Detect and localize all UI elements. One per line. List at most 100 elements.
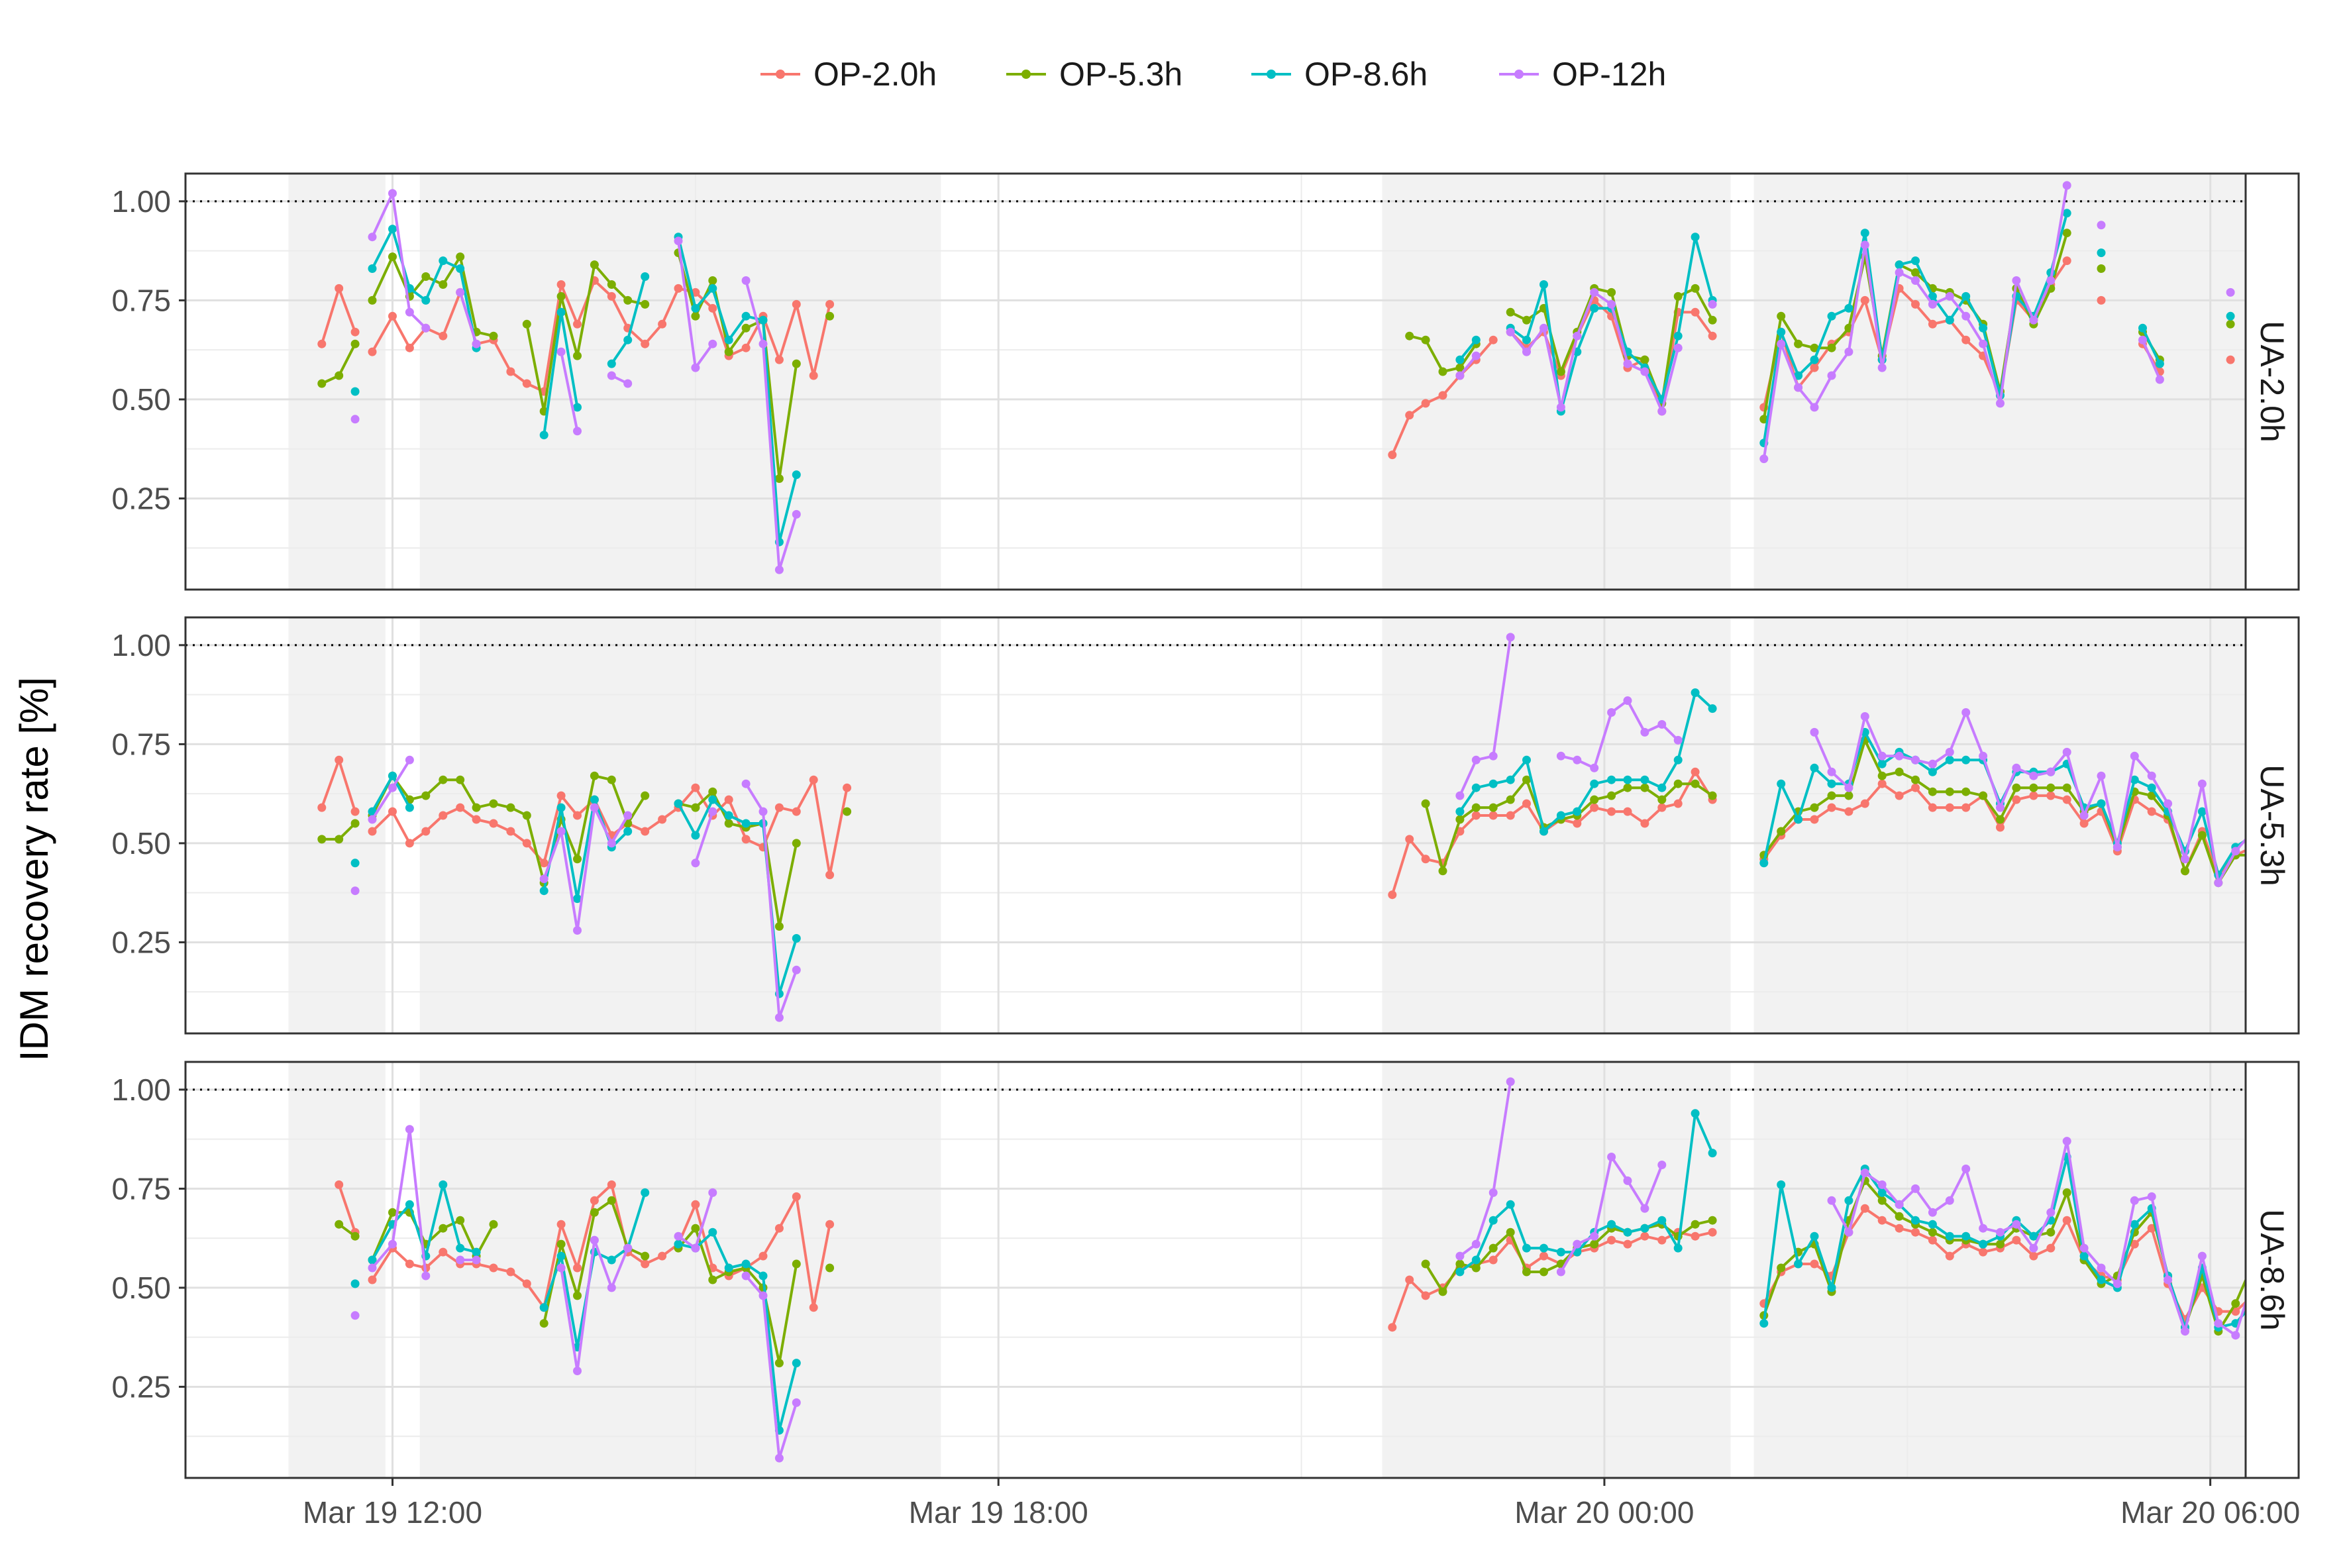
data-point [758, 339, 768, 348]
data-point [456, 775, 465, 784]
legend-label: OP-8.6h [1304, 56, 1428, 93]
data-point [1607, 708, 1616, 717]
data-point [439, 775, 448, 784]
data-point [1522, 347, 1531, 356]
data-point [1877, 759, 1887, 768]
data-point [1911, 783, 1920, 792]
legend-item-op-2-0h: OP-2.0h [760, 56, 937, 93]
series-line [1459, 691, 1714, 833]
data-point [1556, 1247, 1565, 1257]
data-point [607, 291, 616, 301]
data-point [1388, 450, 1397, 460]
data-point [522, 1279, 531, 1288]
data-point [2197, 831, 2207, 840]
shaded-period [288, 617, 386, 1033]
data-point [1438, 367, 1447, 376]
data-point [758, 315, 768, 325]
data-point [1810, 727, 1819, 737]
data-point [724, 811, 733, 820]
data-point [1506, 1200, 1515, 1209]
facet-strip-label: UA-2.0h [2254, 321, 2291, 442]
data-point [2181, 1327, 2189, 1336]
data-point [1895, 1224, 1904, 1233]
data-point [1708, 791, 1717, 800]
data-point [1961, 1231, 1971, 1241]
data-point [439, 280, 448, 289]
legend-item-op-12h: OP-12h [1499, 56, 1666, 93]
data-point [2062, 795, 2071, 804]
data-point [522, 811, 531, 820]
data-point [1506, 1228, 1515, 1237]
data-point [388, 311, 397, 321]
data-point [1506, 795, 1515, 804]
data-point [1691, 1109, 1700, 1118]
data-point [792, 1259, 801, 1269]
data-point [792, 470, 801, 480]
data-point [2138, 323, 2147, 333]
data-point [774, 1453, 784, 1463]
data-point [573, 811, 582, 820]
data-point [792, 359, 801, 368]
data-point [1573, 807, 1582, 816]
data-point [1388, 890, 1397, 900]
data-point [2062, 229, 2071, 238]
data-point [792, 1359, 801, 1368]
data-point [2012, 1220, 2021, 1229]
data-point [2029, 791, 2038, 800]
data-point [2147, 807, 2156, 816]
data-point [607, 280, 616, 289]
data-point [1607, 791, 1616, 800]
data-point [1438, 866, 1447, 876]
y-tick-label: 0.50 [111, 382, 171, 417]
y-tick-label: 0.75 [111, 283, 171, 317]
data-point [1471, 755, 1481, 764]
data-point [1928, 291, 1937, 301]
data-point [641, 339, 650, 348]
data-point [1708, 1216, 1717, 1225]
data-point [1895, 1212, 1904, 1221]
facet-strip [2244, 172, 2300, 591]
data-point [439, 331, 448, 340]
data-point [1877, 1180, 1887, 1189]
data-point [1640, 1224, 1649, 1233]
series-line [371, 279, 831, 393]
data-point [724, 795, 733, 804]
data-point [708, 276, 717, 285]
data-point [691, 803, 700, 812]
data-point [1522, 799, 1531, 808]
data-point [1640, 727, 1649, 737]
data-point [1673, 1243, 1683, 1253]
data-point [1777, 1180, 1786, 1189]
data-point [1911, 1216, 1920, 1225]
data-point [658, 319, 667, 329]
data-point [2097, 771, 2106, 780]
data-point [1471, 1263, 1481, 1273]
data-point [1455, 1259, 1465, 1269]
data-point [573, 319, 582, 329]
data-point [623, 379, 633, 388]
data-point [1877, 779, 1887, 788]
data-point [1590, 1231, 1599, 1241]
data-point [1573, 331, 1582, 340]
data-point [1979, 791, 1988, 800]
data-point [792, 509, 801, 519]
data-point [1556, 367, 1565, 376]
data-point [1877, 751, 1887, 760]
data-point [2097, 799, 2106, 808]
data-point [792, 934, 801, 943]
data-point [708, 807, 717, 816]
data-point [573, 403, 582, 412]
series-line [694, 811, 714, 864]
data-point [724, 1263, 733, 1273]
data-point [607, 359, 616, 368]
y-tick-label: 0.25 [111, 925, 171, 959]
data-point [1794, 1259, 1803, 1269]
data-point [674, 1231, 683, 1241]
data-point [439, 1180, 448, 1189]
data-point [1877, 363, 1887, 372]
data-point [1623, 775, 1632, 784]
data-point [623, 335, 633, 344]
data-point [2097, 295, 2106, 305]
data-point [2029, 1231, 2038, 1241]
data-point [1877, 1188, 1887, 1197]
